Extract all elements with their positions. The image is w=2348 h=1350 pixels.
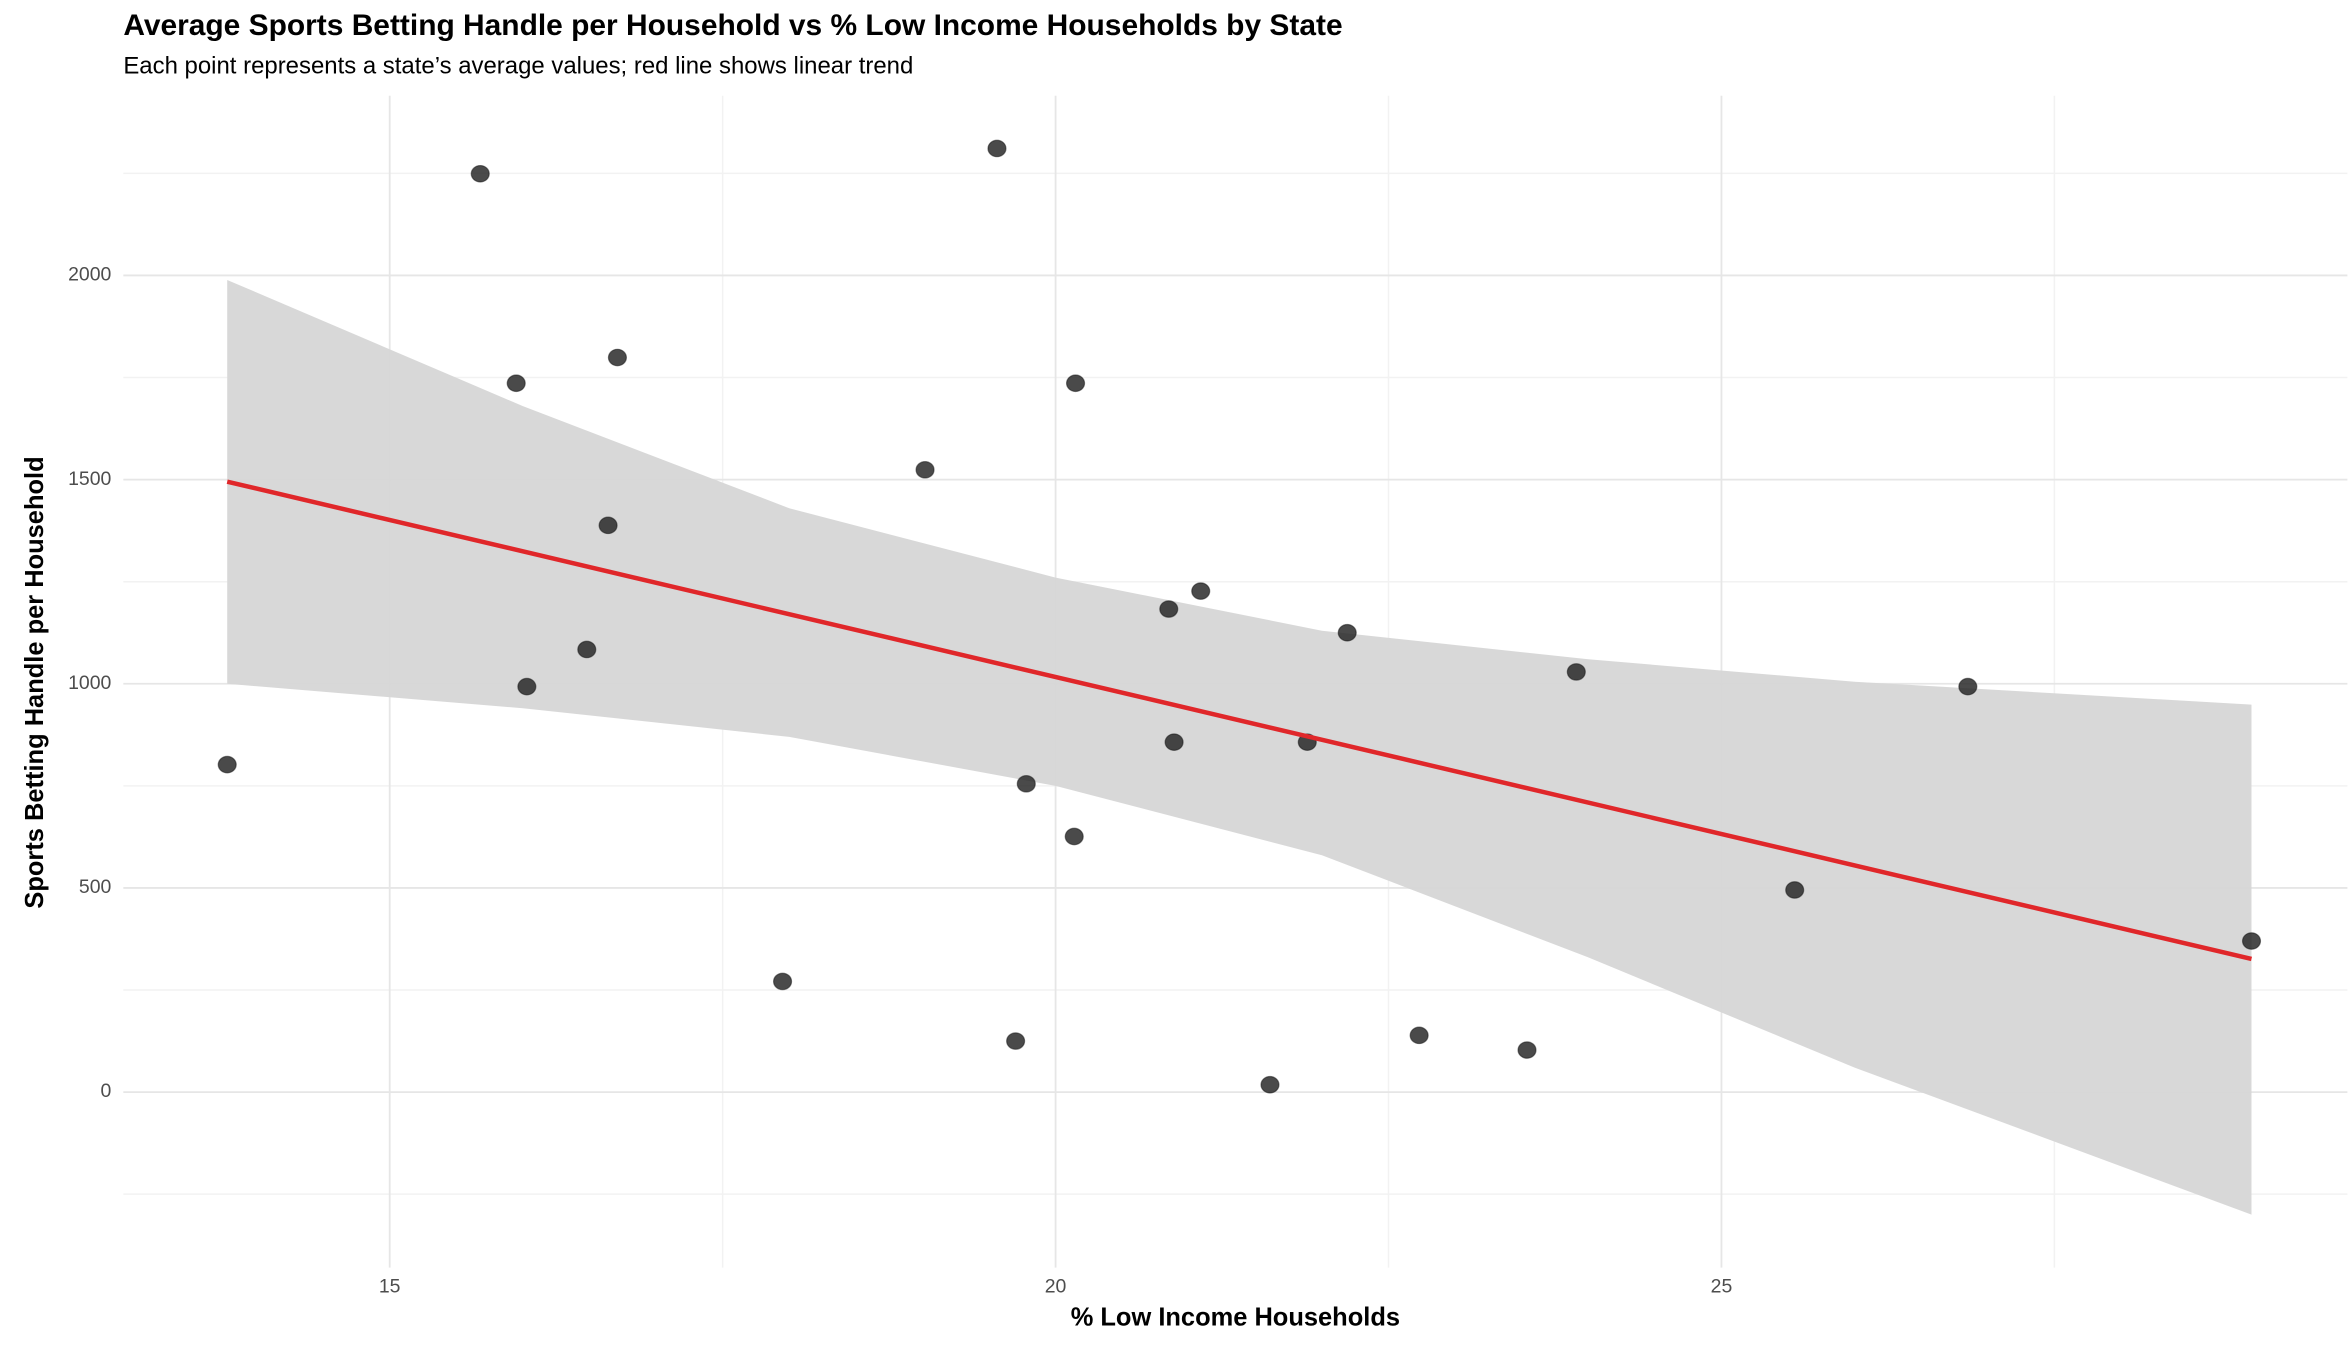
y-tick-label: 0 [101, 1080, 112, 1102]
trend-line [226, 479, 2253, 962]
x-axis-title: % Low Income Households [1071, 1303, 1400, 1331]
point [1065, 374, 1086, 393]
x-tick-label: 25 [1711, 1275, 1733, 1297]
point [1409, 1026, 1429, 1045]
point [2241, 932, 2262, 950]
point [1016, 774, 1036, 793]
chart-subtitle: Each point represents a state’s average … [123, 53, 913, 80]
x-tick-label: 15 [379, 1275, 401, 1297]
point [470, 164, 490, 183]
y-tick-label: 1500 [68, 468, 111, 490]
point [1164, 733, 1184, 751]
point [1064, 827, 1084, 846]
point [506, 374, 526, 393]
point [1260, 1075, 1280, 1094]
chart-title: Average Sports Betting Handle per Househ… [123, 9, 1342, 42]
point [987, 139, 1007, 158]
point [915, 460, 935, 479]
point [1159, 600, 1179, 618]
point [577, 640, 597, 659]
x-tick-label: 20 [1045, 1275, 1067, 1297]
point [1517, 1041, 1537, 1059]
point [607, 348, 628, 367]
y-tick-label: 500 [79, 876, 112, 898]
point [1566, 663, 1586, 681]
confidence-band [227, 279, 2252, 1215]
point [217, 755, 237, 774]
point [1785, 881, 1805, 899]
point [1006, 1032, 1026, 1050]
point [517, 677, 537, 696]
point [772, 972, 793, 991]
point [598, 516, 618, 535]
y-axis-title: Sports Betting Handle per Household [21, 456, 49, 908]
point [1191, 582, 1211, 600]
point [1958, 677, 1978, 696]
point [1337, 623, 1357, 642]
y-tick-label: 2000 [68, 264, 111, 286]
y-tick-label: 1000 [68, 672, 111, 694]
